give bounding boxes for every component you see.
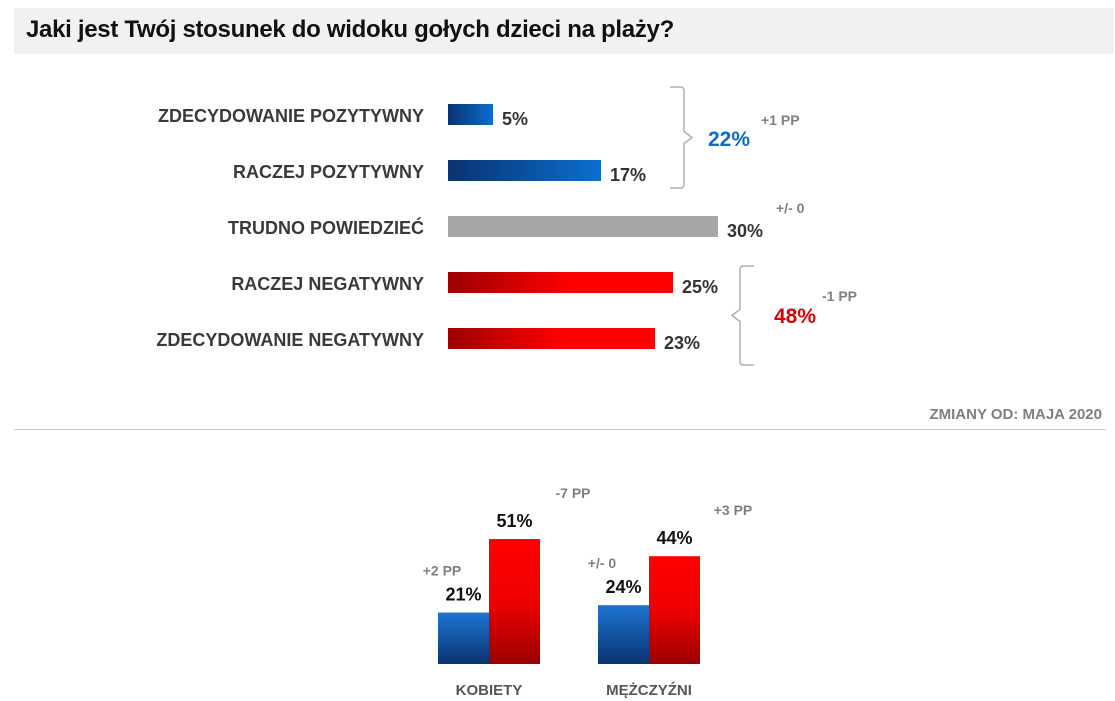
change-label: -7 PP <box>555 485 590 501</box>
neutral-change-label: +/- 0 <box>776 200 805 216</box>
horizontal-bar-chart: ZDECYDOWANIE POZYTYWNY 5% RACZEJ POZYTYWNY… <box>156 86 857 366</box>
change-label: +/- 0 <box>588 555 617 571</box>
changes-since-note: ZMIANY OD: MAJA 2020 <box>929 406 1102 423</box>
group-bracket <box>730 265 754 366</box>
change-label: +2 PP <box>423 563 462 579</box>
category-label: RACZEJ NEGATYWNY <box>231 274 424 294</box>
category-label: TRUDNO POWIEDZIEĆ <box>228 217 424 238</box>
bar <box>448 328 655 349</box>
value-label: 30% <box>727 221 763 241</box>
category-label: ZDECYDOWANIE NEGATYWNY <box>156 330 424 350</box>
positive-total-label: 22% <box>708 128 750 151</box>
group-bracket <box>670 86 694 189</box>
negative-change-label: -1 PP <box>822 288 857 304</box>
bar <box>598 605 649 664</box>
value-label: 24% <box>605 577 641 597</box>
bar <box>489 539 540 664</box>
value-label: 25% <box>682 277 718 297</box>
category-label: KOBIETY <box>456 682 523 699</box>
value-label: 44% <box>656 528 692 548</box>
negative-total-label: 48% <box>774 305 816 328</box>
chart-title: Jaki jest Twój stosunek do widoku gołych… <box>26 16 674 43</box>
bar <box>448 104 493 125</box>
positive-change-label: +1 PP <box>761 112 800 128</box>
title-bar <box>14 8 1114 54</box>
change-label: +3 PP <box>714 502 753 518</box>
section-divider <box>14 429 1106 430</box>
bar <box>448 216 718 237</box>
category-label: RACZEJ POZYTYWNY <box>233 162 424 182</box>
vertical-bar-chart: 21% +2 PP 51% -7 PP KOBIETY 24% +/- 0 44% +3 PP M… <box>423 485 753 699</box>
bar <box>649 556 700 664</box>
value-label: 5% <box>502 109 528 129</box>
value-label: 23% <box>664 333 700 353</box>
bar <box>438 612 489 664</box>
value-label: 17% <box>610 165 646 185</box>
value-label: 21% <box>445 585 481 605</box>
bar <box>448 272 673 293</box>
value-label: 51% <box>496 511 532 531</box>
bar <box>448 160 601 181</box>
category-label: MĘŻCZYŹNI <box>606 682 692 699</box>
category-label: ZDECYDOWANIE POZYTYWNY <box>158 106 424 126</box>
